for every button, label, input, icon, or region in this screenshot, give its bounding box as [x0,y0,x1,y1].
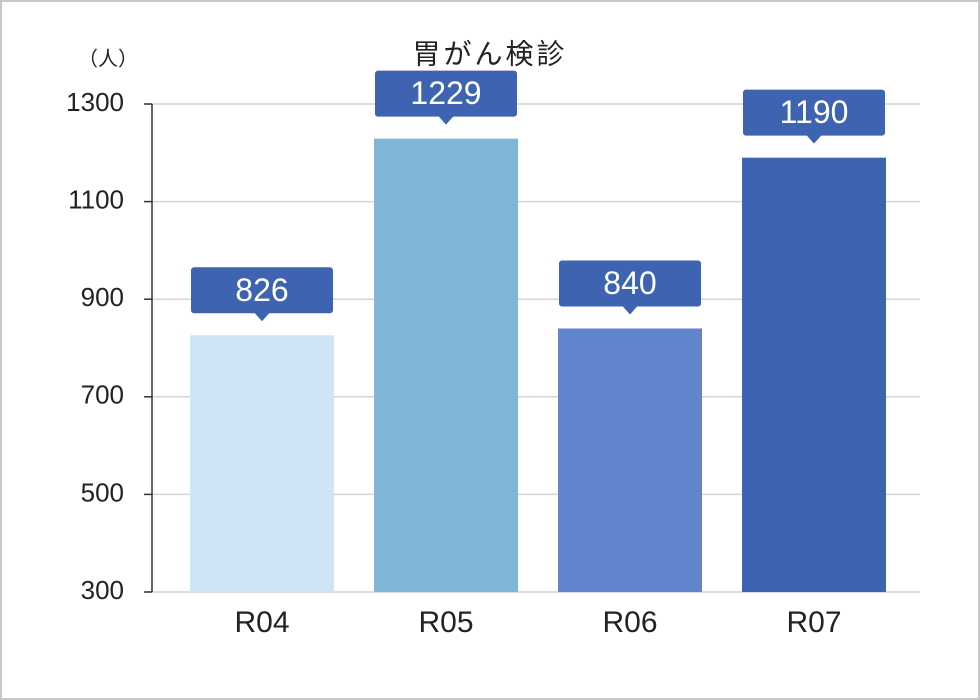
y-tick-label: 300 [81,575,124,605]
value-label: 1229 [410,75,481,111]
bar [558,328,702,592]
x-tick-label: R04 [234,606,289,639]
x-tick-label: R06 [602,606,657,639]
value-label-pointer [806,134,822,144]
chart-title: 胃がん検診 [412,38,567,69]
value-label-box [191,267,333,314]
value-label-box [743,89,885,136]
value-label-pointer [254,312,270,322]
bar [190,335,334,592]
value-label: 1190 [780,94,849,130]
y-unit: （人） [78,47,138,70]
y-tick-label: 700 [81,380,124,410]
value-label: 840 [603,265,656,301]
x-tick-label: R07 [786,606,841,639]
y-tick-label: 1100 [68,184,124,214]
value-label-box [375,70,517,117]
y-tick-label: 900 [81,282,124,312]
x-tick-label: R05 [418,606,473,639]
value-label: 826 [235,272,288,308]
y-tick-label: 500 [81,477,124,507]
bar [742,157,886,592]
value-label-box [559,260,701,307]
value-label-pointer [438,115,454,125]
bar [374,138,518,592]
value-label-pointer [622,305,638,315]
y-tick-label: 1300 [66,87,124,117]
